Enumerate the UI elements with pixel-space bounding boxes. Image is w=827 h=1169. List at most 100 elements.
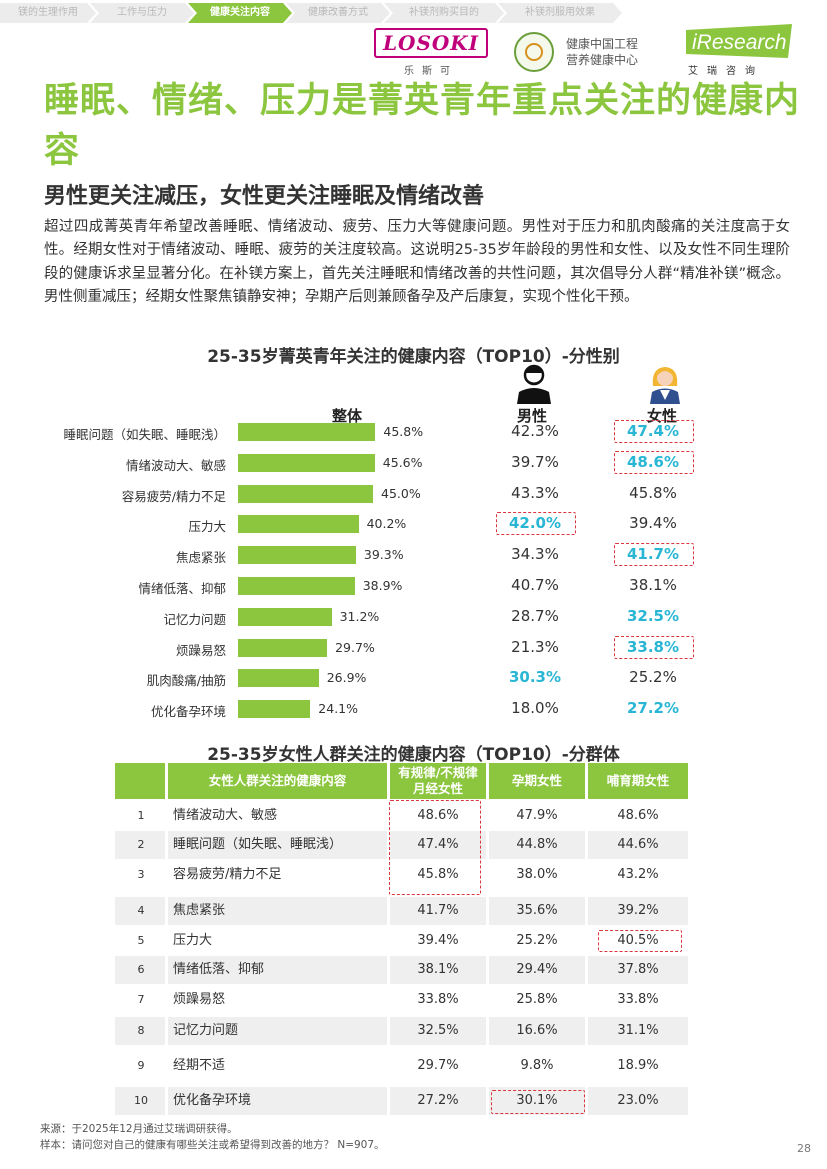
overall-bar	[238, 546, 356, 565]
category-label: 优化备孕环境	[150, 704, 226, 720]
row-content: 记忆力问题	[173, 1023, 239, 1038]
category-label: 容易疲劳/精力不足	[121, 488, 226, 504]
menstrual-value: 47.4%	[417, 837, 459, 852]
female-value-label: 32.5%	[626, 606, 680, 625]
row-index: 8	[137, 1024, 145, 1037]
female-highlight-box	[614, 543, 694, 567]
section-nav: 镁的生理作用 工作与压力 健康关注内容 健康改善方式 补镁剂购买目的 补镁剂服用…	[0, 3, 827, 23]
org-name: 健康中国工程 营养健康中心	[566, 36, 638, 68]
overall-value-label: 40.2%	[366, 516, 407, 532]
female-value-label: 47.4%	[626, 422, 680, 440]
row-content: 优化备孕环境	[173, 1093, 252, 1108]
table-row: 9 经期不适 29.7% 9.8% 18.9%	[115, 1052, 688, 1080]
male-value-label: 42.0%	[508, 514, 562, 533]
female-value-label: 33.8%	[626, 637, 680, 656]
nursing-value: 44.6%	[617, 837, 659, 852]
category-label: 焦虑紧张	[175, 550, 226, 566]
nav-tab-health-improvement[interactable]: 健康改善方式	[286, 3, 390, 23]
category-label: 记忆力问题	[163, 611, 226, 627]
female-value-label: 45.8%	[629, 483, 677, 502]
category-label: 睡眠问题（如失眠、睡眠浅）	[63, 427, 226, 442]
overall-bar	[238, 515, 359, 534]
pregnant-value: 16.6%	[516, 1023, 558, 1038]
female-value-label: 41.7%	[626, 545, 680, 564]
row-index: 3	[137, 868, 145, 881]
iresearch-chinese-name: 艾瑞咨询	[688, 66, 764, 77]
pregnant-value: 44.8%	[516, 837, 558, 852]
category-label: 情绪波动大、敏感	[125, 457, 226, 473]
row-content: 经期不适	[173, 1058, 226, 1073]
org-name-line1: 健康中国工程	[566, 37, 639, 51]
row-content: 烦躁易怒	[173, 992, 226, 1007]
table-row: 10 优化备孕环境 27.2% 30.1% 23.0%	[115, 1087, 688, 1115]
row-content: 情绪波动大、敏感	[173, 808, 278, 823]
page-number: 28	[797, 1142, 811, 1155]
nav-tab-magnesium-function[interactable]: 镁的生理作用	[0, 3, 96, 23]
overall-bar	[238, 577, 355, 595]
overall-value-label: 39.3%	[363, 547, 404, 563]
overall-bar	[238, 607, 332, 626]
table-row: 5 压力大 39.4% 25.2% 40.5%	[115, 927, 688, 955]
nav-tab-purchase-purpose[interactable]: 补镁剂购买目的	[384, 3, 504, 23]
female-highlight-box	[614, 420, 694, 443]
menstrual-value: 27.2%	[417, 1093, 459, 1108]
overall-value-label: 45.8%	[383, 424, 424, 439]
row-index: 5	[137, 934, 145, 947]
table-row: 3 容易疲劳/精力不足 45.8% 38.0% 43.2%	[115, 861, 688, 889]
male-value-label: 21.3%	[511, 637, 559, 656]
pregnant-value: 29.4%	[516, 962, 558, 977]
row-index: 9	[137, 1059, 145, 1072]
overall-value-label: 38.9%	[362, 578, 403, 593]
female-value-label: 39.4%	[629, 514, 677, 533]
table-header-content: 女性人群关注的健康内容	[168, 763, 387, 799]
nursing-value: 40.5%	[617, 933, 659, 948]
iresearch-logo: iResearch	[686, 24, 792, 58]
male-value-label: 39.7%	[511, 452, 559, 471]
table-row: 1 情绪波动大、敏感 48.6% 47.9% 48.6%	[115, 802, 688, 830]
menstrual-value: 33.8%	[417, 992, 459, 1007]
overall-bar	[238, 453, 375, 472]
pregnant-value: 38.0%	[516, 867, 558, 882]
male-column-header: 男性	[517, 407, 548, 425]
menstrual-top3-highlight-box	[389, 800, 481, 895]
female-groups-table-title: 25-35岁女性人群关注的健康内容（TOP10）-分群体	[207, 745, 620, 765]
female-avatar-icon	[650, 367, 680, 404]
table-header-menstrual: 有规律/不规律月经女性	[390, 763, 486, 799]
row-index: 1	[137, 809, 145, 822]
menstrual-value: 29.7%	[417, 1058, 459, 1073]
pregnant-value: 25.8%	[516, 992, 558, 1007]
menstrual-value: 39.4%	[417, 933, 459, 948]
nursing-stress-highlight-box	[598, 930, 682, 952]
male-value-label: 43.3%	[511, 483, 559, 502]
nav-tab-health-concerns[interactable]: 健康关注内容	[188, 3, 292, 23]
nursing-value: 18.9%	[617, 1058, 659, 1073]
row-content: 容易疲劳/精力不足	[173, 867, 282, 882]
nav-tab-usage-effect[interactable]: 补镁剂服用效果	[498, 3, 622, 23]
menstrual-value: 41.7%	[417, 903, 459, 918]
menstrual-value: 48.6%	[417, 808, 459, 823]
overall-value-label: 24.1%	[318, 701, 359, 717]
row-index: 10	[134, 1094, 148, 1107]
overall-value-label: 45.0%	[381, 485, 421, 501]
male-highlight-box	[496, 512, 576, 536]
female-highlight-box	[614, 635, 694, 659]
overall-bar	[238, 423, 376, 441]
female-value-label: 38.1%	[629, 576, 677, 594]
pregnant-value: 30.1%	[516, 1093, 558, 1108]
row-index: 6	[137, 963, 145, 976]
pregnant-value: 35.6%	[516, 903, 558, 918]
nav-tab-work-stress[interactable]: 工作与压力	[90, 3, 194, 23]
nursing-value: 33.8%	[617, 992, 659, 1007]
female-highlight-box	[614, 450, 694, 474]
female-value-label: 48.6%	[626, 452, 680, 471]
table-header-nursing: 哺育期女性	[588, 763, 688, 799]
overall-value-label: 29.7%	[335, 639, 375, 655]
row-content: 情绪低落、抑郁	[173, 962, 265, 977]
row-index: 7	[137, 993, 145, 1006]
menstrual-value: 38.1%	[417, 962, 459, 977]
pregnant-value: 9.8%	[520, 1058, 554, 1073]
overall-column-header: 整体	[332, 407, 363, 425]
male-value-label: 40.7%	[511, 576, 559, 594]
table-header-pregnant: 孕期女性	[489, 763, 585, 799]
overall-bar	[238, 484, 373, 503]
